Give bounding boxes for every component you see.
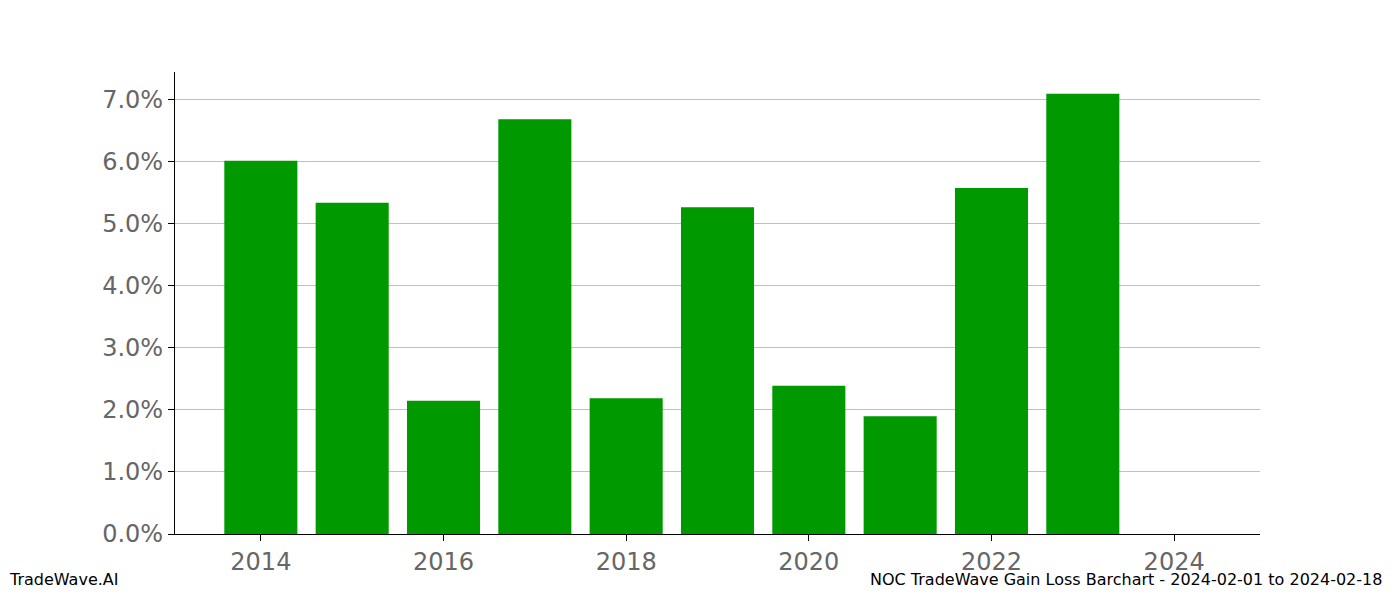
svg-text:TradeWave.AI: TradeWave.AI xyxy=(9,570,118,589)
svg-text:2.0%: 2.0% xyxy=(102,396,163,424)
svg-text:2024: 2024 xyxy=(1144,548,1205,576)
svg-text:5.0%: 5.0% xyxy=(102,210,163,238)
svg-text:2022: 2022 xyxy=(961,548,1022,576)
svg-text:2014: 2014 xyxy=(230,548,291,576)
svg-text:4.0%: 4.0% xyxy=(102,272,163,300)
svg-text:2018: 2018 xyxy=(596,548,657,576)
svg-text:7.0%: 7.0% xyxy=(102,86,163,114)
svg-text:6.0%: 6.0% xyxy=(102,148,163,176)
svg-text:2020: 2020 xyxy=(778,548,839,576)
svg-text:NOC TradeWave Gain Loss Barcha: NOC TradeWave Gain Loss Barchart - 2024-… xyxy=(870,570,1382,589)
svg-text:1.0%: 1.0% xyxy=(102,458,163,486)
svg-text:2016: 2016 xyxy=(413,548,474,576)
svg-text:0.0%: 0.0% xyxy=(102,520,163,548)
svg-text:3.0%: 3.0% xyxy=(102,334,163,362)
